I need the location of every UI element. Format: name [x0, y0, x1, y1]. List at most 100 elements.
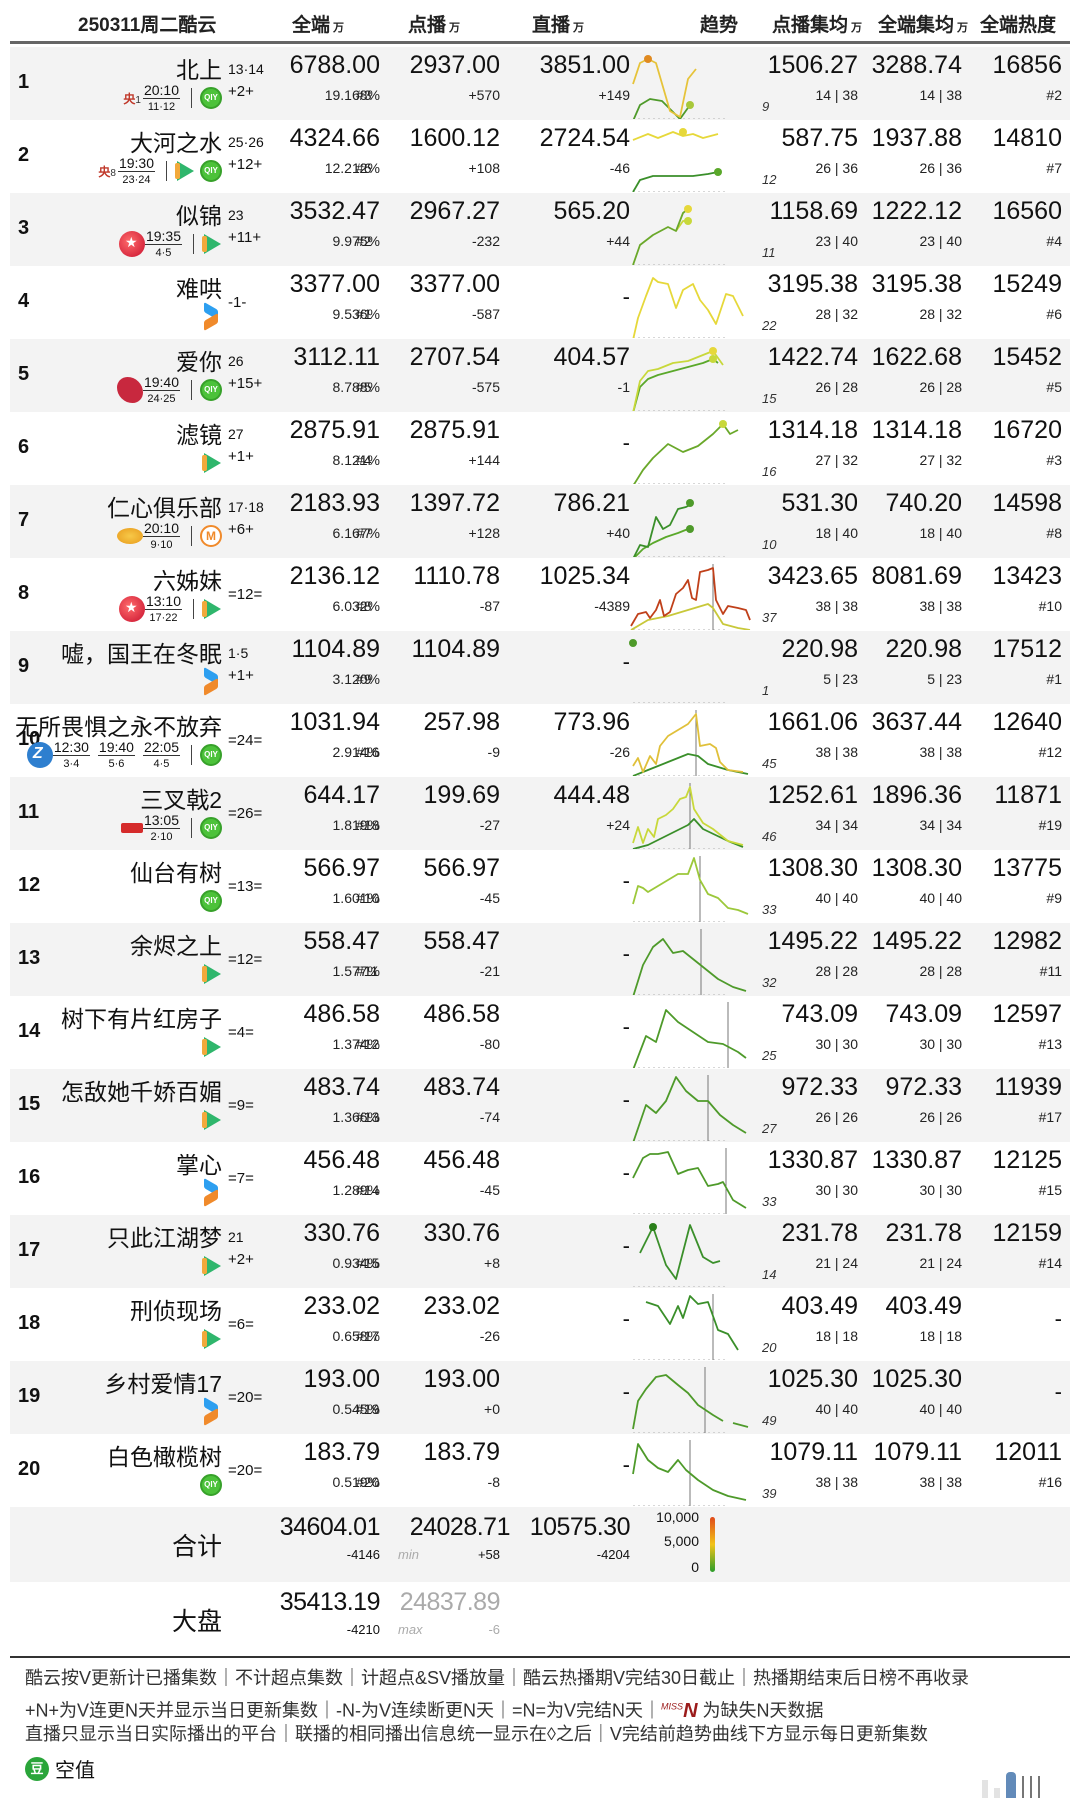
days-on-chart: 49	[762, 1413, 777, 1428]
heat-rank: #13	[1038, 1036, 1062, 1052]
all-average-episodes: 5 | 23	[927, 671, 962, 687]
all-average: 740.20	[885, 489, 962, 517]
live-views: -	[622, 1452, 630, 1477]
vod-rank: #4	[356, 452, 372, 468]
market-share: 0.519%	[332, 1474, 380, 1490]
heat-rank: #15	[1038, 1182, 1062, 1198]
all-average: 1330.87	[871, 1146, 962, 1174]
all-average: 3195.38	[871, 270, 962, 298]
market-share: 6.167%	[332, 525, 380, 541]
live-views: -	[622, 284, 630, 309]
totals-all: 34604.01	[279, 1513, 381, 1541]
vod-views: 486.58	[423, 1000, 500, 1028]
rank: 12	[18, 874, 41, 896]
market-share: 9.975%	[332, 233, 380, 249]
douban-icon: 豆	[25, 1756, 49, 1781]
table-row: 16 掌心 =7= 456.48 1.289% 456.48 #14 -45 - 33 1330.8…	[10, 1142, 1070, 1215]
all-average-episodes: 34 | 34	[919, 817, 962, 833]
market-all: 35413.19	[279, 1588, 381, 1616]
live-views: 2724.54	[539, 124, 630, 152]
trend-sparkline	[632, 929, 747, 995]
days-on-chart: 27	[762, 1121, 777, 1136]
market-share: 12.212%	[324, 160, 380, 176]
table-row: 7 仁心俱乐部 17·18 +6+ 20:10 9·10 M 2183.93 6.167% 139…	[10, 485, 1070, 558]
vod-views: 483.74	[423, 1073, 500, 1101]
heat-score: 12125	[992, 1146, 1062, 1174]
heat-rank: #5	[1046, 379, 1062, 395]
all-average-episodes: 26 | 28	[919, 379, 962, 395]
all-average-episodes: 14 | 38	[919, 87, 962, 103]
all-average: 1079.11	[873, 1438, 962, 1466]
show-title: 大河之水	[130, 130, 222, 156]
header-all-avg: 全端集均万	[878, 15, 969, 36]
youku-icon	[202, 1181, 222, 1205]
header-vod-avg: 点播集均万	[772, 15, 863, 36]
show-title: 三叉戟2	[140, 787, 222, 813]
all-average: 1222.12	[871, 197, 962, 225]
live-views: -	[622, 1379, 630, 1404]
broadcast-slot: 22:05 4·5	[142, 738, 180, 770]
trend-sparkline	[632, 783, 744, 849]
table-row: 20 白色橄榄树 =20= QIY 183.79 0.519% 183.79 #20 -8 - 39…	[10, 1434, 1070, 1507]
heat-rank: #16	[1038, 1474, 1062, 1490]
iqiyi-icon: QIY	[200, 1474, 222, 1496]
vod-views: 193.00	[423, 1365, 500, 1393]
all-average-episodes: 40 | 40	[919, 890, 962, 906]
update-streak: =13=	[228, 878, 263, 895]
update-streak: +6+	[228, 521, 254, 538]
rank: 19	[18, 1385, 41, 1407]
all-average-episodes: 40 | 40	[919, 1401, 962, 1417]
vod-average: 1661.06	[767, 708, 858, 736]
days-on-chart: 12	[762, 172, 777, 187]
update-streak: +2+	[228, 83, 254, 100]
vod-delta: -87	[479, 598, 500, 614]
heat-rank: #8	[1046, 525, 1062, 541]
vod-average-episodes: 18 | 18	[815, 1328, 858, 1344]
broadcast-slot: 13:05 2·10	[120, 813, 183, 844]
heat-score: 13423	[992, 562, 1062, 590]
vod-average-episodes: 38 | 38	[815, 744, 858, 760]
vod-rank: #3	[356, 87, 372, 103]
vod-views: 456.48	[423, 1146, 500, 1174]
all-average: 1622.68	[871, 343, 962, 371]
ranking-table: 1 北上 13·14 +2+ 央1 20:10 11·12 QIY 6788.00 19.168%…	[10, 47, 1070, 1507]
heat-score: 13775	[992, 854, 1062, 882]
vod-rank: #11	[356, 963, 379, 979]
show-title: 余烬之上	[130, 933, 222, 959]
heat-score: -	[1054, 1306, 1062, 1331]
show-title: 刑侦现场	[130, 1298, 222, 1324]
platform-separator	[191, 818, 192, 838]
episode-count: 26	[228, 353, 244, 369]
rank: 20	[18, 1458, 41, 1480]
vod-average-episodes: 34 | 34	[815, 817, 858, 833]
totals-all-delta: -4146	[346, 1547, 380, 1562]
trend-sparkline	[632, 277, 744, 338]
trend-sparkline	[632, 1440, 747, 1506]
iqiyi-icon: QIY	[200, 744, 222, 766]
tencent-icon	[202, 963, 222, 985]
vod-average: 743.09	[781, 1000, 858, 1028]
vod-views: 2937.00	[409, 51, 500, 79]
vod-average-episodes: 38 | 38	[815, 1474, 858, 1490]
update-streak: +12+	[228, 156, 263, 173]
update-streak: =12=	[228, 586, 263, 603]
table-row: 11 三叉戟2 =26= 13:05 2·10 QIY 644.17 1.819% 199.69…	[10, 777, 1070, 850]
totals-vod: 24028.71	[409, 1513, 511, 1541]
all-views: 1104.89	[291, 635, 380, 663]
all-views: 644.17	[303, 781, 380, 809]
all-average-episodes: 26 | 36	[919, 160, 962, 176]
trend-sparkline	[632, 205, 725, 265]
vod-average-episodes: 26 | 28	[815, 379, 858, 395]
vod-rank: #8	[356, 598, 372, 614]
vod-average: 1495.22	[767, 927, 858, 955]
dragon-tv-icon	[118, 596, 145, 622]
vod-average-episodes: 40 | 40	[815, 1401, 858, 1417]
heat-rank: #4	[1046, 233, 1062, 249]
show-title: 滤镜	[176, 422, 222, 448]
live-views: 565.20	[553, 197, 630, 225]
vod-rank: #17	[356, 1328, 380, 1344]
header-heat: 全端热度	[980, 15, 1057, 36]
vod-delta: -21	[479, 963, 500, 979]
platforms: 12:303·419:405·622:054·5 QIY	[26, 738, 222, 770]
